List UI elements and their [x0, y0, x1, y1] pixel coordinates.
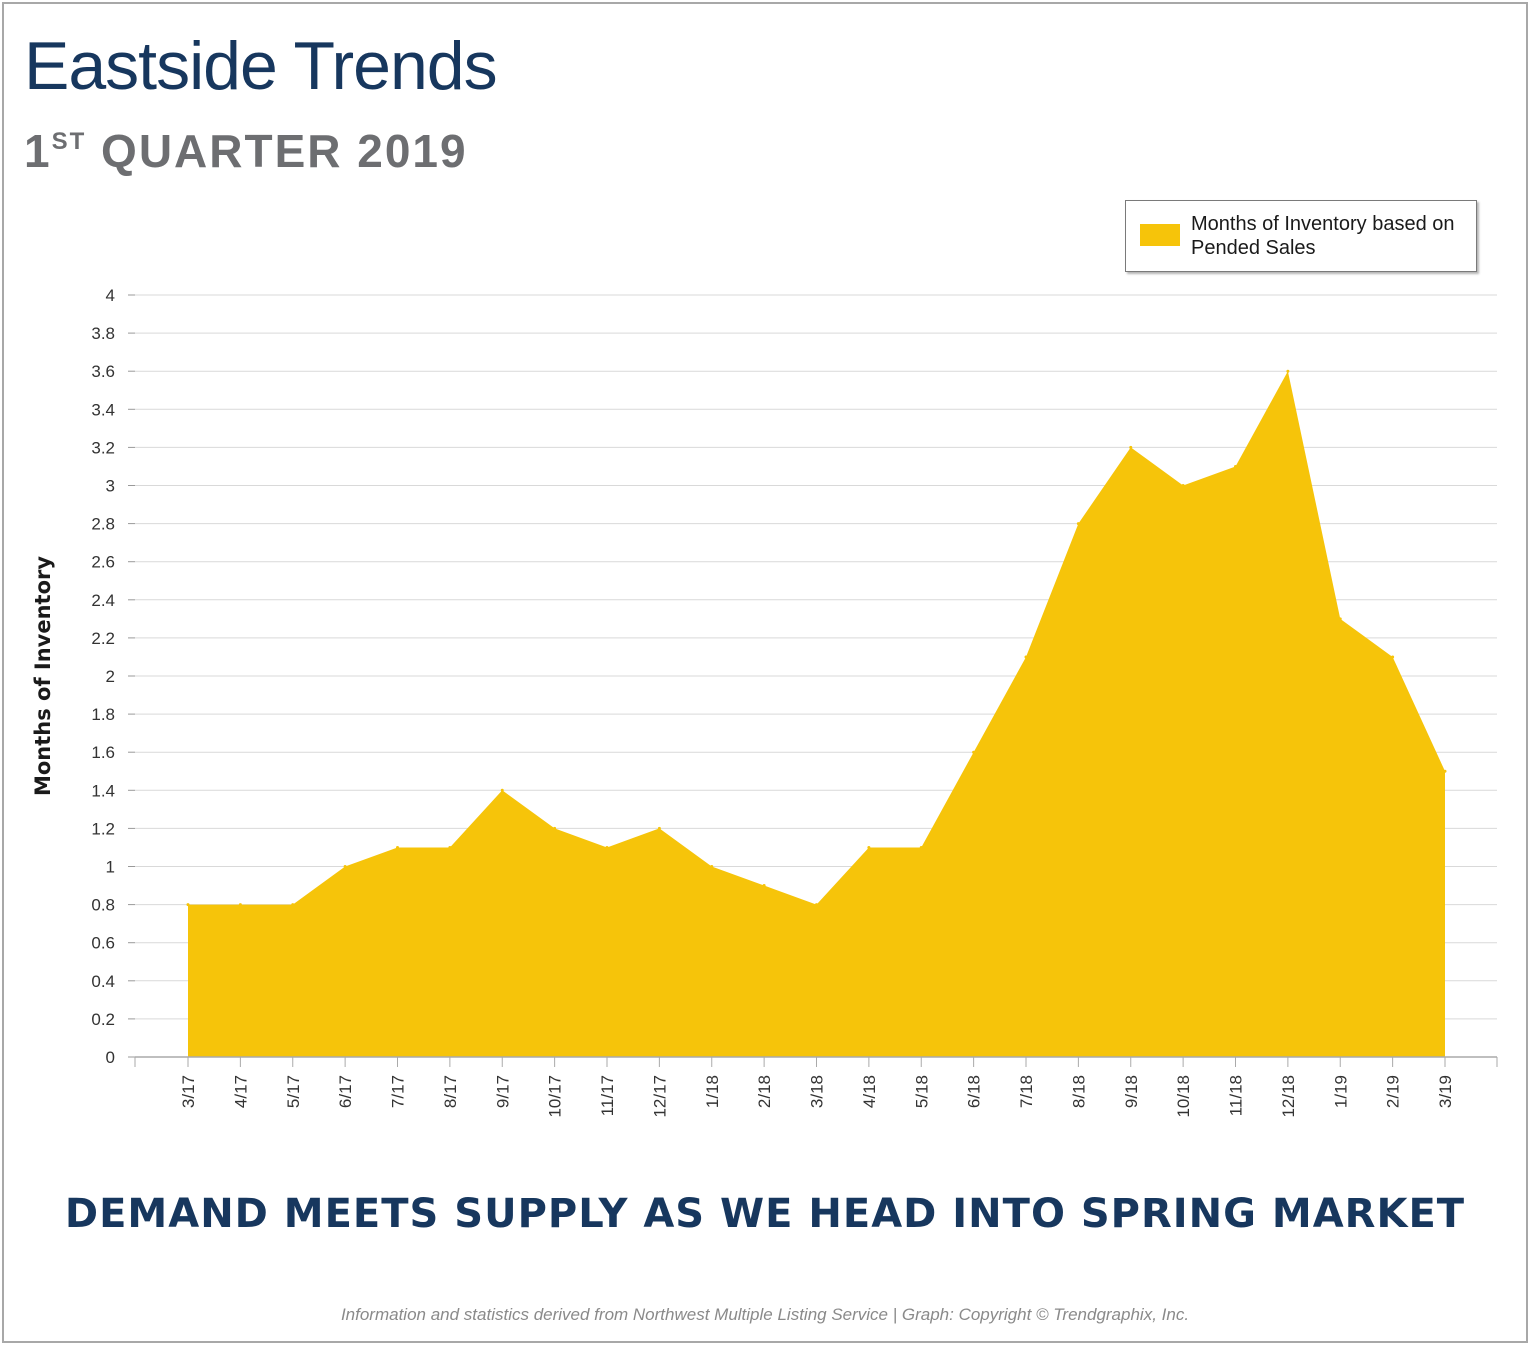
y-tick-label: 0.8	[91, 896, 115, 915]
y-tick-label: 0	[106, 1048, 115, 1067]
data-point	[1443, 769, 1447, 773]
data-point	[710, 865, 714, 868]
data-point	[1076, 522, 1080, 526]
chart-legend: Months of Inventory based on Pended Sale…	[1125, 200, 1477, 272]
data-point	[1338, 617, 1342, 621]
x-tick-label: 3/19	[1436, 1075, 1455, 1108]
x-tick-label: 6/17	[336, 1075, 355, 1108]
data-point	[396, 845, 399, 849]
legend-swatch	[1140, 224, 1180, 246]
y-tick-label: 1	[106, 858, 115, 877]
x-tick-label: 5/18	[912, 1075, 931, 1108]
data-point	[605, 845, 609, 849]
data-point	[867, 845, 871, 849]
x-tick-label: 2/18	[755, 1075, 774, 1108]
area-series	[188, 371, 1445, 1057]
data-point	[1391, 655, 1395, 659]
y-tick-label: 0.2	[91, 1010, 115, 1029]
y-tick-label: 1.2	[91, 819, 115, 838]
y-tick-label: 0.6	[91, 934, 115, 953]
data-point	[553, 826, 557, 830]
x-tick-label: 5/17	[284, 1075, 303, 1108]
x-tick-label: 1/19	[1331, 1075, 1350, 1108]
data-point	[448, 845, 452, 849]
data-point	[1234, 464, 1237, 468]
x-tick-label: 7/18	[1017, 1075, 1036, 1108]
headline: DEMAND MEETS SUPPLY AS WE HEAD INTO SPRI…	[64, 1191, 1466, 1237]
y-tick-label: 0.4	[91, 972, 115, 991]
y-tick-label: 4	[106, 286, 115, 305]
footer-credit: Information and statistics derived from …	[340, 1305, 1190, 1324]
legend-label: Months of Inventory based on Pended Sale…	[1191, 213, 1455, 259]
data-point	[919, 845, 923, 849]
data-point	[343, 865, 347, 868]
data-point	[1286, 369, 1290, 373]
x-tick-label: 12/18	[1279, 1075, 1298, 1118]
data-point	[815, 903, 818, 907]
area-chart: 0 0.2 0.4 0.6 0.8 1 1.2 1.4 1.6 1.8 2 2.2 2.4 2.6 2.8 3…	[31, 286, 1498, 1118]
y-tick-label: 2.6	[91, 553, 115, 572]
data-point	[291, 903, 295, 907]
x-tick-label: 11/18	[1227, 1075, 1246, 1116]
subtitle-ordinal-suffix: ST	[51, 128, 87, 155]
y-tick-label: 2.8	[91, 515, 115, 534]
y-axis-label: Months of Inventory	[31, 556, 55, 796]
x-tick-label: 4/18	[860, 1075, 879, 1108]
x-tick-label: 1/18	[703, 1075, 722, 1108]
data-point	[1024, 655, 1028, 659]
x-tick-label: 10/18	[1174, 1075, 1193, 1118]
data-point	[972, 750, 976, 754]
x-tick-label: 9/17	[493, 1075, 512, 1108]
page-subtitle: 1ST QUARTER 2019	[24, 128, 468, 174]
subtitle-text: QUARTER 2019	[101, 125, 468, 177]
x-tick-label: 7/17	[389, 1075, 408, 1108]
x-tick-label: 8/18	[1069, 1075, 1088, 1108]
y-tick-label: 1.4	[91, 781, 115, 800]
data-point	[186, 903, 190, 907]
subtitle-number: 1	[24, 125, 52, 177]
page-title: Eastside Trends	[24, 28, 498, 104]
y-tick-label: 3	[106, 477, 115, 496]
data-point	[238, 903, 242, 907]
x-tick-label: 8/17	[441, 1075, 460, 1108]
x-tick-label: 12/17	[650, 1075, 669, 1118]
x-tick-label: 9/18	[1122, 1075, 1141, 1108]
x-tick-label: 6/18	[965, 1075, 984, 1108]
data-point	[500, 788, 504, 792]
y-tick-label: 2	[106, 667, 115, 686]
x-tick-label: 2/19	[1384, 1075, 1403, 1108]
data-point	[762, 884, 766, 888]
data-point	[657, 826, 661, 830]
y-tick-label: 2.2	[91, 629, 115, 648]
x-tick-label: 3/18	[808, 1075, 827, 1108]
y-tick-label: 3.4	[91, 400, 115, 419]
data-point	[1181, 484, 1185, 487]
x-tick-label: 10/17	[546, 1075, 565, 1118]
data-point	[1129, 445, 1133, 449]
x-tick-label: 3/17	[179, 1075, 198, 1108]
y-tick-label: 1.6	[91, 743, 115, 762]
x-tick-label: 4/17	[231, 1075, 250, 1108]
y-tick-label: 3.8	[91, 324, 115, 343]
x-tick-label: 11/17	[598, 1075, 617, 1116]
y-tick-label: 3.6	[91, 362, 115, 381]
y-tick-label: 1.8	[91, 705, 115, 724]
y-tick-label: 3.2	[91, 438, 115, 457]
y-tick-label: 2.4	[91, 591, 115, 610]
